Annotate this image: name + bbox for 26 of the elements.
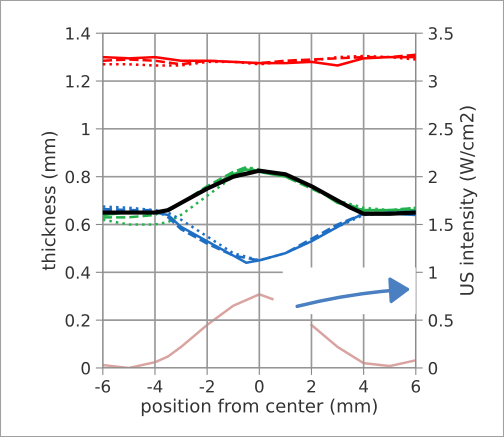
y-tick-label: 0 xyxy=(82,362,90,375)
y-tick-label: 1 xyxy=(82,123,90,136)
y2-tick-label: 1 xyxy=(429,266,437,279)
y2-tick-label: 2 xyxy=(428,170,437,184)
y2-tick-label: 0.5 xyxy=(428,314,453,327)
x-tick-label: -6 xyxy=(95,380,110,393)
y-tick-label: 0.2 xyxy=(66,314,90,327)
y-axis-title: thickness (mm) xyxy=(41,132,58,270)
y2-tick-label: 0 xyxy=(428,362,438,375)
x-tick-label: 4 xyxy=(359,380,368,392)
y-tick-label: 0.4 xyxy=(66,266,90,279)
y2-axis-title: US intensity (W/cm2) xyxy=(460,106,478,295)
x-tick-label: 0 xyxy=(255,380,264,393)
y2-tick-label: 1.5 xyxy=(429,218,453,232)
x-tick-label: 6 xyxy=(412,380,420,393)
y2-tick-label: 3 xyxy=(428,74,437,88)
y2-tick-label: 2.5 xyxy=(428,122,453,136)
y2-tick-label: 3.5 xyxy=(428,27,453,40)
y-tick-label: 1.2 xyxy=(66,74,90,88)
x-axis-title: position from center (mm) xyxy=(142,398,377,416)
x-tick-label: 2 xyxy=(307,380,316,392)
x-tick-label: -2 xyxy=(200,380,214,392)
y-tick-label: 1.4 xyxy=(66,27,90,40)
y-tick-label: 0.6 xyxy=(66,218,90,232)
x-tick-label: -4 xyxy=(147,380,162,392)
y-tick-label: 0.8 xyxy=(66,170,90,184)
